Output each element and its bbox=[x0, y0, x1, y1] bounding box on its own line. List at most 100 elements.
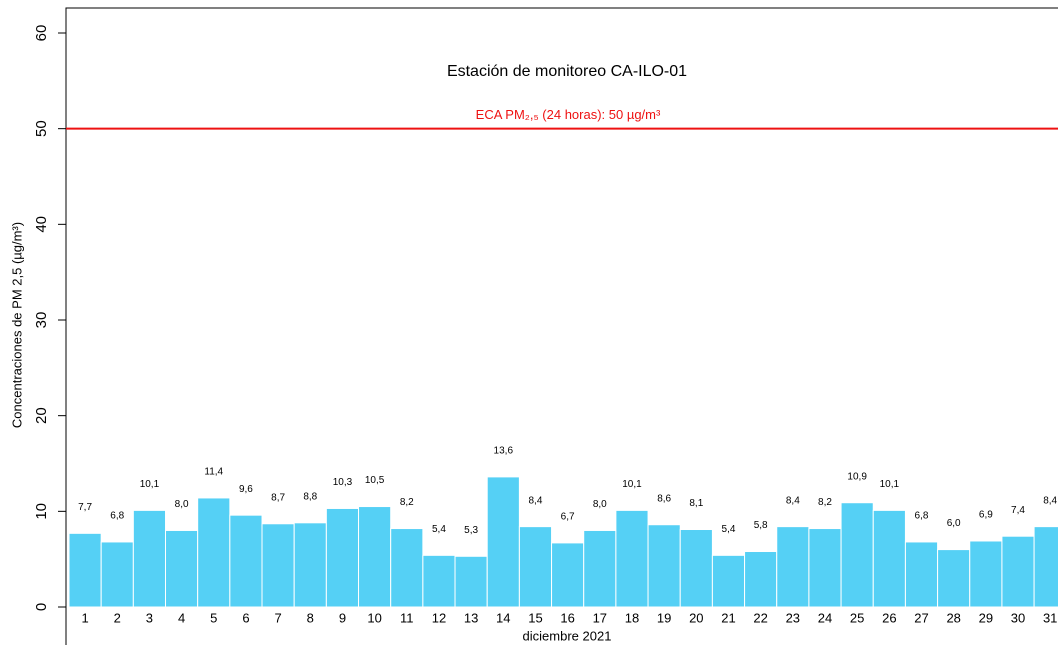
x-tick-label: 6 bbox=[242, 610, 249, 625]
value-label: 8,4 bbox=[1043, 495, 1057, 506]
x-tick-label: 15 bbox=[528, 610, 542, 625]
x-tick-label: 16 bbox=[560, 610, 574, 625]
reference-label: ECA PM₂,₅ (24 horas): 50 µg/m³ bbox=[476, 107, 661, 122]
y-tick-label: 20 bbox=[33, 407, 50, 424]
value-label: 8,2 bbox=[818, 497, 832, 508]
x-tick-label: 30 bbox=[1011, 610, 1025, 625]
chart-title: Estación de monitoreo CA-ILO-01 bbox=[447, 63, 687, 80]
x-tick-label: 4 bbox=[178, 610, 185, 625]
bar bbox=[100, 541, 134, 608]
value-label: 8,4 bbox=[786, 495, 800, 506]
bar bbox=[776, 526, 810, 608]
value-label: 7,7 bbox=[78, 502, 92, 513]
bar bbox=[840, 502, 874, 608]
bar bbox=[390, 528, 424, 608]
x-tick-label: 1 bbox=[81, 610, 88, 625]
x-tick-label: 12 bbox=[432, 610, 446, 625]
bar bbox=[325, 507, 360, 608]
y-tick-label: 40 bbox=[33, 216, 50, 233]
value-label: 10,1 bbox=[622, 479, 642, 490]
x-tick-label: 17 bbox=[593, 610, 607, 625]
y-tick-label: 50 bbox=[33, 120, 50, 137]
value-label: 10,1 bbox=[140, 479, 160, 490]
x-tick-label: 25 bbox=[850, 610, 864, 625]
x-tick-label: 29 bbox=[979, 610, 993, 625]
x-tick-label: 5 bbox=[210, 610, 217, 625]
value-label: 10,9 bbox=[847, 471, 867, 482]
bar bbox=[486, 476, 520, 608]
value-label: 6,0 bbox=[947, 518, 961, 529]
x-tick-label: 20 bbox=[689, 610, 703, 625]
x-tick-label: 27 bbox=[914, 610, 928, 625]
bar bbox=[68, 532, 102, 608]
bar bbox=[422, 554, 456, 608]
y-axis-label: Concentraciones de PM 2,5 (µg/m³) bbox=[9, 222, 24, 428]
value-label: 8,2 bbox=[400, 497, 414, 508]
x-tick-label: 10 bbox=[367, 610, 381, 625]
value-label: 10,1 bbox=[880, 479, 900, 490]
y-tick-label: 30 bbox=[33, 312, 50, 329]
value-label: 8,4 bbox=[529, 495, 543, 506]
bar bbox=[615, 509, 649, 608]
value-label: 6,8 bbox=[110, 511, 124, 522]
bar bbox=[679, 529, 713, 608]
bar bbox=[937, 549, 971, 608]
value-label: 8,0 bbox=[593, 499, 607, 510]
bar bbox=[261, 523, 295, 608]
bar bbox=[165, 529, 199, 608]
value-label: 5,4 bbox=[432, 524, 446, 535]
value-label: 10,5 bbox=[365, 475, 385, 486]
bar bbox=[744, 551, 778, 608]
bar bbox=[583, 529, 617, 608]
bar bbox=[711, 554, 746, 608]
bar bbox=[1001, 535, 1035, 608]
bar bbox=[551, 542, 585, 608]
value-label: 5,8 bbox=[754, 520, 768, 531]
value-label: 9,6 bbox=[239, 484, 253, 495]
value-label: 6,9 bbox=[979, 510, 993, 521]
x-tick-label: 8 bbox=[307, 610, 314, 625]
x-tick-label: 9 bbox=[339, 610, 346, 625]
value-label: 8,1 bbox=[689, 498, 703, 509]
value-label: 8,7 bbox=[271, 492, 285, 503]
x-tick-label: 24 bbox=[818, 610, 832, 625]
x-tick-label: 26 bbox=[882, 610, 896, 625]
value-label: 5,4 bbox=[722, 524, 736, 535]
value-label: 11,4 bbox=[204, 467, 223, 478]
value-label: 13,6 bbox=[494, 446, 514, 457]
bar bbox=[969, 540, 1003, 608]
x-tick-label: 11 bbox=[400, 610, 414, 625]
x-tick-label: 23 bbox=[786, 610, 800, 625]
y-tick-label: 10 bbox=[33, 503, 50, 520]
value-label: 7,4 bbox=[1011, 505, 1025, 516]
plot-frame bbox=[65, 7, 1058, 645]
value-label: 8,6 bbox=[657, 493, 671, 504]
bar bbox=[454, 555, 488, 608]
x-tick-label: 2 bbox=[114, 610, 121, 625]
bar bbox=[808, 528, 842, 608]
bar bbox=[132, 509, 167, 608]
value-label: 8,8 bbox=[303, 491, 317, 502]
value-label: 8,0 bbox=[175, 499, 189, 510]
x-tick-label: 19 bbox=[657, 610, 671, 625]
x-tick-label: 28 bbox=[946, 610, 960, 625]
value-label: 5,3 bbox=[464, 525, 478, 536]
x-tick-label: 14 bbox=[496, 610, 510, 625]
bar bbox=[872, 509, 906, 608]
y-tick-label: 60 bbox=[33, 25, 50, 42]
bar bbox=[647, 524, 681, 608]
bar bbox=[293, 522, 327, 608]
bar bbox=[1033, 526, 1058, 608]
x-tick-label: 21 bbox=[721, 610, 735, 625]
x-tick-label: 13 bbox=[464, 610, 478, 625]
x-tick-label: 3 bbox=[146, 610, 153, 625]
bar bbox=[197, 497, 231, 608]
value-label: 6,7 bbox=[561, 512, 575, 523]
x-tick-label: 31 bbox=[1043, 610, 1057, 625]
x-tick-label: 18 bbox=[625, 610, 639, 625]
x-tick-label: 22 bbox=[753, 610, 767, 625]
value-label: 6,8 bbox=[915, 511, 929, 522]
bar bbox=[229, 514, 263, 608]
